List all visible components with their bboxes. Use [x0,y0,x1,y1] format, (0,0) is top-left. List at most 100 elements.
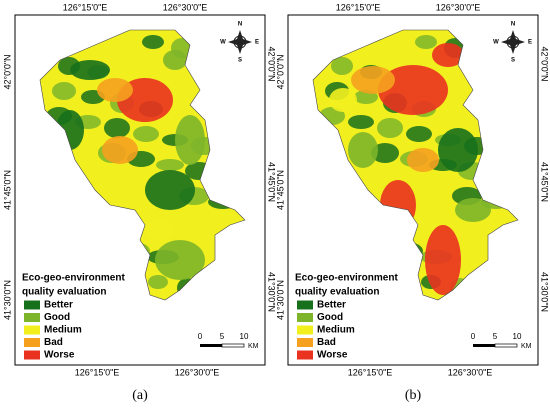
lat-label: 42°0'0"N [540,46,550,81]
lat-label: 41°45'0"N [2,170,12,210]
lat-label: 41°45'0"N [275,170,285,210]
area-outline [312,29,519,301]
scale-label: 0 [198,332,203,341]
scale-unit: KM [248,343,259,350]
legend-label: Bad [317,337,336,348]
compass-label: S [238,58,242,64]
legend-swatch [297,350,313,360]
lat-label: 41°30'0"N [267,272,277,312]
patch [70,60,110,80]
legend-label: Better [44,300,73,311]
patch [52,82,76,100]
patch [142,35,164,49]
lat-label: 42°0'0"N [275,54,285,89]
patch [438,128,478,172]
compass-label: N [238,22,242,28]
legend-label: Bad [44,337,63,348]
lat-label: 42°0'0"N [2,54,12,89]
patch [415,35,437,49]
patch [455,198,491,222]
legend-swatch [24,338,40,347]
lon-label: 126°15'0"E [336,2,381,12]
legend-swatch [297,300,313,310]
lat-label: 42°0'0"N [267,46,277,81]
lon-label: 126°30'0"E [175,367,220,377]
patch [377,118,403,138]
legend-swatch [297,338,313,347]
legend-label: Worse [44,350,75,361]
patch [145,220,175,240]
legend-title: quality evaluation [295,287,379,298]
legend-label: Better [317,300,346,311]
legend-swatch [297,325,313,335]
legend-swatch [297,313,313,322]
scale-bar [494,343,518,348]
patch [133,126,159,142]
lat-label: 41°45'0"N [267,162,277,202]
lon-label: 126°15'0"E [75,367,120,377]
compass-label: E [528,40,532,46]
lat-label: 41°30'0"N [540,272,550,312]
scale-label: 5 [220,332,225,341]
legend-swatch [24,325,40,335]
compass-label: S [511,58,515,64]
scale-label: 5 [493,332,498,341]
lat-label: 41°30'0"N [2,280,12,320]
legend-swatch [24,300,40,310]
patch [378,65,448,115]
patch [348,115,374,129]
compass-ring [233,35,247,49]
compass-star [228,30,252,54]
lon-label: 126°15'0"E [63,2,108,12]
compass-label: W [493,40,499,46]
patch [348,132,378,168]
lon-label: 126°30'0"E [436,2,481,12]
compass-ring [506,35,520,49]
legend-title: quality evaluation [22,287,106,298]
patch [406,126,432,142]
patch [371,143,399,163]
lat-label: 41°45'0"N [540,162,550,202]
lon-label: 126°30'0"E [163,2,208,12]
map-panel: 126°15'0"E 126°30'0"E 126°15'0"E 126°30'0"E… [2,2,276,403]
compass-label: E [255,40,259,46]
scale-label: 0 [471,332,476,341]
legend-swatch [24,313,40,322]
patch [407,148,439,172]
scale-bar [200,344,222,347]
scale-label: 10 [513,332,522,341]
patch [97,78,133,102]
patch [156,159,184,171]
patch [175,115,205,165]
patch [155,240,205,280]
patch [331,57,353,75]
patch [163,50,187,70]
legend-swatch [24,350,40,360]
legend-label: Medium [44,325,82,336]
lon-label: 126°30'0"E [448,367,493,377]
legend-label: Medium [317,325,355,336]
compass-label: W [220,40,226,46]
scale-bar [221,343,245,348]
patch [145,170,195,210]
lat-label: 41°30'0"N [275,280,285,320]
panel-caption: (a) [132,388,148,403]
legend-label: Good [317,312,343,323]
scale-unit: KM [521,343,532,350]
patch [351,66,395,94]
lon-label: 126°15'0"E [348,367,393,377]
area-outline [39,29,246,301]
panel-caption: (b) [405,388,422,403]
patch [425,225,461,295]
map-panel: 126°15'0"E 126°30'0"E 126°15'0"E 126°30'0"E… [275,2,549,403]
scale-label: 10 [240,332,249,341]
legend-label: Good [44,312,70,323]
patch [104,118,130,138]
legend-title: Eco-geo-environment [295,273,398,284]
compass-label: N [511,22,515,28]
patch [148,275,168,289]
compass-star [501,30,525,54]
legend-label: Worse [317,350,348,361]
patch [329,88,357,112]
